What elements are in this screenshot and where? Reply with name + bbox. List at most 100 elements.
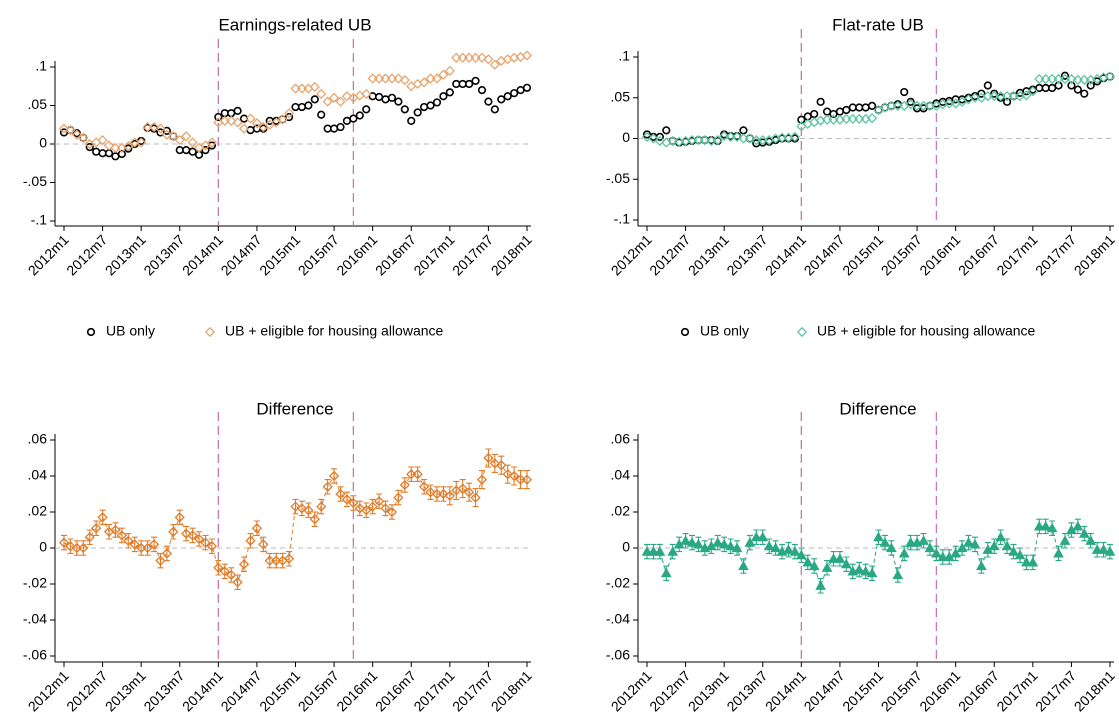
- data-point: [770, 542, 781, 553]
- data-point: [110, 524, 121, 536]
- data-point: [731, 131, 743, 142]
- data-point: [400, 105, 409, 114]
- data-point: [739, 126, 748, 135]
- data-point: [348, 497, 359, 509]
- data-point: [990, 89, 999, 98]
- data-point: [1046, 522, 1058, 533]
- data-point: [78, 542, 89, 554]
- error-bar: [459, 479, 466, 499]
- data-point: [174, 135, 185, 146]
- data-point: [1059, 535, 1071, 545]
- data-point: [521, 474, 533, 485]
- x-tick-label: 2014m1: [179, 231, 226, 278]
- y-tick-label: -.04: [606, 611, 630, 627]
- data-point: [283, 108, 295, 119]
- data-point: [193, 533, 205, 545]
- data-point: [316, 88, 327, 100]
- data-point: [521, 50, 533, 61]
- data-point: [866, 113, 878, 124]
- x-tick-label: 2017m7: [1032, 231, 1079, 278]
- data-point: [662, 126, 671, 135]
- data-point: [483, 54, 494, 65]
- x-tick-label: 2012m1: [608, 231, 655, 278]
- data-point: [407, 116, 416, 125]
- data-point: [1041, 83, 1050, 93]
- data-point: [438, 69, 449, 80]
- data-point: [393, 73, 404, 84]
- data-point: [905, 99, 916, 110]
- data-point: [85, 142, 94, 152]
- data-point: [848, 103, 857, 112]
- data-point: [667, 546, 679, 556]
- data-point: [1027, 556, 1039, 567]
- x-tick-label: 2013m7: [140, 667, 187, 714]
- legend-marker: [680, 327, 690, 337]
- data-point: [667, 135, 678, 147]
- data-point: [426, 101, 435, 110]
- data-point: [1048, 83, 1057, 93]
- data-point: [161, 548, 173, 559]
- error-bar: [504, 464, 511, 484]
- y-tick-label: -.05: [23, 173, 47, 189]
- data-point: [1072, 520, 1084, 531]
- data-point: [188, 147, 197, 156]
- data-point: [251, 118, 263, 129]
- y-tick-label: .1: [35, 58, 47, 74]
- data-point: [174, 512, 185, 523]
- data-point: [232, 117, 243, 128]
- data-point: [420, 102, 429, 112]
- data-point: [103, 140, 115, 151]
- x-tick-label: 2017m1: [410, 667, 457, 714]
- data-point: [355, 111, 364, 120]
- data-point: [322, 481, 333, 492]
- data-point: [393, 492, 404, 503]
- y-tick-label: -.1: [614, 211, 631, 227]
- data-point: [431, 73, 443, 84]
- x-tick-label: 2018m1: [488, 667, 535, 714]
- y-tick-label: -.05: [606, 170, 630, 186]
- x-tick-label: 2016m1: [333, 231, 380, 278]
- error-bar: [446, 486, 453, 506]
- x-tick-label: 2013m7: [723, 231, 770, 278]
- data-point: [516, 85, 525, 95]
- x-tick-label: 2015m1: [256, 667, 303, 714]
- data-point: [329, 124, 339, 133]
- chart-title: Difference: [839, 399, 916, 418]
- data-point: [783, 544, 794, 554]
- data-point: [995, 531, 1007, 542]
- data-point: [808, 560, 820, 571]
- error-bar: [478, 470, 485, 490]
- x-tick-label: 2015m1: [839, 667, 886, 714]
- data-point: [374, 92, 384, 102]
- data-point: [117, 149, 126, 159]
- data-point: [1021, 556, 1032, 567]
- data-point: [712, 537, 724, 547]
- data-point: [1067, 81, 1076, 90]
- data-point: [207, 141, 217, 150]
- data-point: [1104, 71, 1116, 82]
- x-tick-label: 2012m1: [25, 231, 72, 278]
- data-point: [815, 580, 826, 590]
- data-point: [834, 553, 846, 563]
- data-point: [1003, 97, 1012, 106]
- error-bar: [517, 470, 524, 490]
- data-point: [97, 135, 108, 146]
- data-point: [187, 137, 198, 148]
- x-tick-label: 2012m7: [646, 667, 693, 714]
- connecting-line: [63, 457, 527, 584]
- data-point: [444, 65, 455, 76]
- data-point: [853, 564, 865, 574]
- data-point: [725, 540, 736, 551]
- x-tick-label: 2018m1: [1071, 667, 1118, 714]
- x-tick-label: 2017m1: [993, 231, 1040, 278]
- data-point: [445, 88, 454, 97]
- data-point: [976, 560, 987, 571]
- y-tick-label: .06: [611, 431, 631, 447]
- data-point: [1080, 89, 1089, 98]
- data-point: [219, 566, 230, 577]
- legend-label: UB + eligible for housing allowance: [225, 323, 444, 339]
- x-tick-label: 2015m1: [839, 231, 886, 278]
- data-point: [438, 488, 449, 500]
- data-point: [822, 107, 832, 116]
- data-point: [873, 531, 884, 542]
